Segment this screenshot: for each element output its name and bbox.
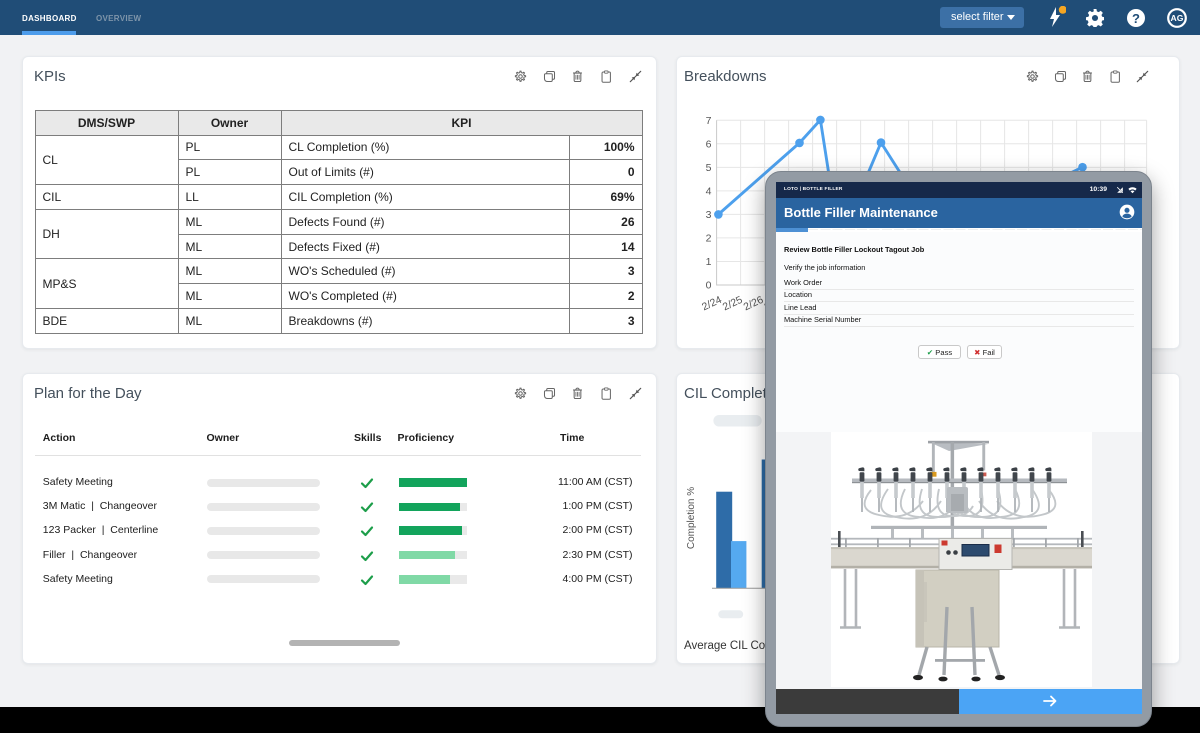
- svg-text:Completion %: Completion %: [686, 487, 697, 549]
- svg-text:5: 5: [706, 162, 712, 174]
- svg-text:2/26: 2/26: [742, 294, 766, 314]
- svg-text:2/25: 2/25: [721, 294, 745, 314]
- svg-text:1: 1: [706, 256, 712, 268]
- svg-text:AG: AG: [1171, 13, 1184, 23]
- svg-text:3: 3: [706, 209, 712, 221]
- svg-text:2: 2: [706, 233, 712, 245]
- svg-text:6: 6: [706, 139, 712, 151]
- svg-text:4: 4: [706, 186, 712, 198]
- svg-text:0: 0: [706, 280, 712, 292]
- svg-text:7: 7: [706, 115, 712, 127]
- svg-text:?: ?: [1132, 10, 1140, 25]
- svg-text:2/24: 2/24: [700, 294, 724, 314]
